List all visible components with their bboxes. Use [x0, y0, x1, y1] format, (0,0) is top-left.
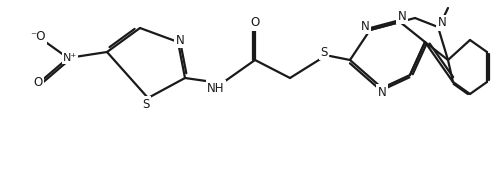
Text: N: N [397, 10, 406, 22]
Text: ⁻O: ⁻O [30, 30, 46, 44]
Text: N: N [377, 86, 386, 98]
Text: NH: NH [207, 81, 225, 95]
Text: N: N [176, 33, 184, 47]
Text: S: S [142, 98, 150, 111]
Text: N⁺: N⁺ [63, 53, 77, 63]
Text: N: N [361, 20, 370, 32]
Text: N: N [438, 16, 446, 30]
Text: O: O [250, 16, 259, 30]
Text: S: S [320, 46, 328, 58]
Text: O: O [33, 76, 43, 89]
